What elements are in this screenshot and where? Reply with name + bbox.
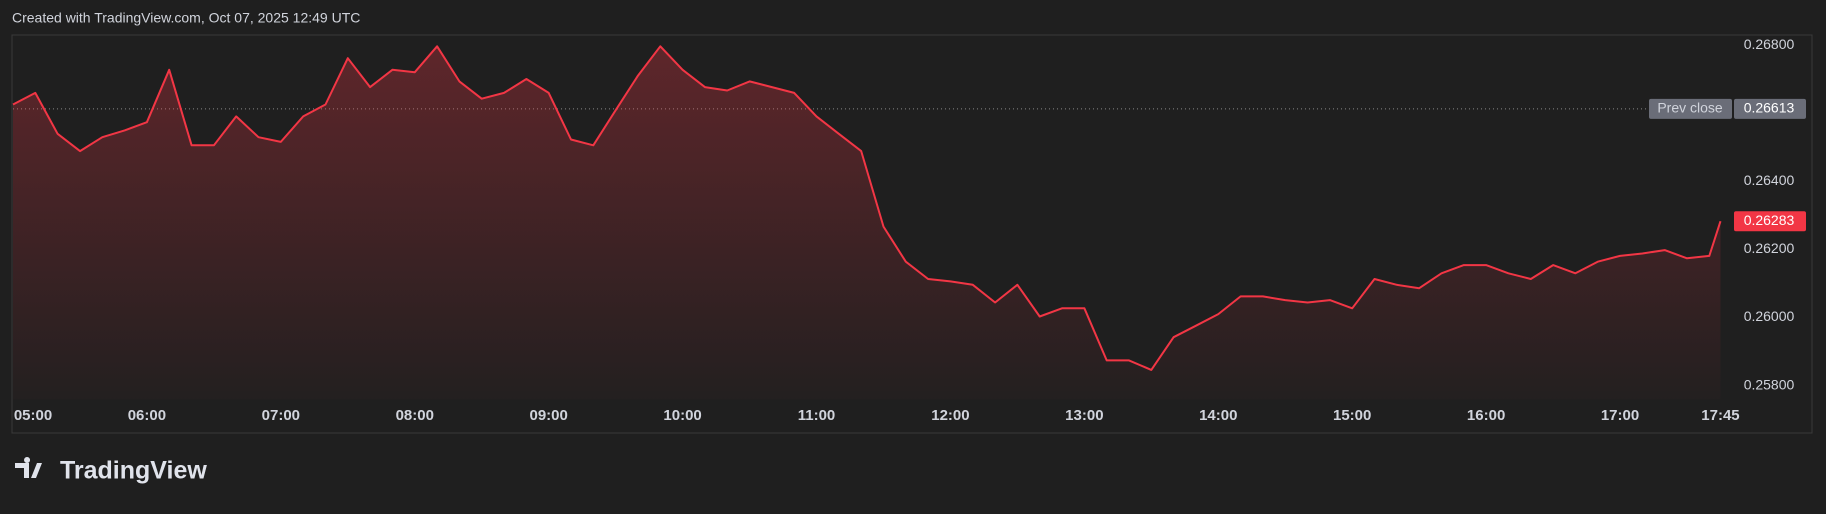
y-tick-label: 0.26400 <box>1744 172 1795 188</box>
x-tick-label: 13:00 <box>1065 407 1103 424</box>
x-tick-label: 05:00 <box>14 407 52 424</box>
plot: 0.25800 0.26000 0.26200 0.26400 0.26800 05:00… <box>12 36 1806 424</box>
y-tick-label: 0.25800 <box>1744 376 1795 392</box>
x-tick-label: 09:00 <box>529 407 567 424</box>
x-tick-label: 08:00 <box>396 407 434 424</box>
y-tick-label: 0.26000 <box>1744 308 1795 324</box>
x-tick-label: 11:00 <box>798 407 836 424</box>
prev-close-value: 0.26613 <box>1744 100 1795 116</box>
prev-close-label: Prev close <box>1657 100 1723 116</box>
last-price-label: 0.26283 <box>1744 212 1795 228</box>
price-line <box>12 45 1722 371</box>
x-tick-label: 15:00 <box>1333 407 1371 424</box>
x-tick-label: 16:00 <box>1467 407 1505 424</box>
y-tick-label: 0.26800 <box>1744 36 1795 52</box>
chart-title: Created with TradingView.com, Oct 07, 20… <box>12 10 360 26</box>
x-tick-label: 17:00 <box>1601 407 1639 424</box>
logo: TradingView <box>15 457 207 485</box>
x-tick-label: 17:45 <box>1701 407 1739 424</box>
y-tick-label: 0.26200 <box>1744 240 1795 256</box>
chart-frame <box>11 34 1813 434</box>
prev-close-value-tag <box>1734 98 1806 119</box>
logo-icon <box>15 457 42 478</box>
x-tick-label: 07:00 <box>262 407 300 424</box>
watermark: TradingView <box>60 457 207 485</box>
x-tick-label: 06:00 <box>128 407 166 424</box>
x-tick-label: 14:00 <box>1199 407 1237 424</box>
last-price-tag <box>1734 211 1806 232</box>
x-tick-label: 12:00 <box>931 407 969 424</box>
prev-close-tag <box>1649 98 1732 119</box>
x-tick-label: 10:00 <box>663 407 701 424</box>
area-fill <box>13 46 1721 400</box>
